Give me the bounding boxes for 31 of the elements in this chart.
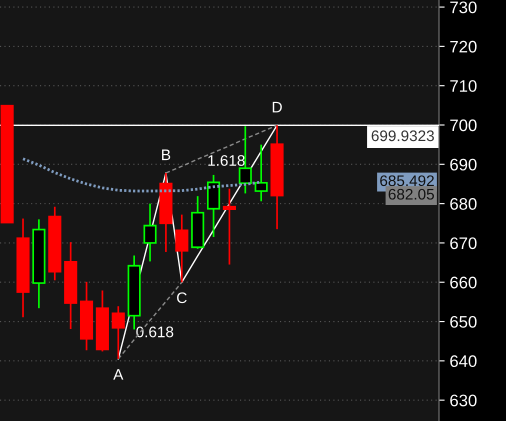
y-tick-label: 720 <box>450 40 477 53</box>
candlestick <box>159 172 172 253</box>
ref-line-label: 699.9323 <box>372 130 434 142</box>
candlestick <box>143 202 157 262</box>
y-tick-label: 650 <box>450 316 477 328</box>
candlestick <box>254 144 268 202</box>
annotation: C <box>177 292 187 304</box>
annotation: 1.618 <box>208 155 245 166</box>
y-tick-label: 640 <box>450 355 477 368</box>
candlestick <box>206 174 220 238</box>
y-tick-label: 730 <box>450 1 477 14</box>
y-tick-label: 710 <box>450 80 477 92</box>
y-tick-label: 690 <box>450 158 477 171</box>
y-tick-label: 660 <box>450 276 477 288</box>
candlestick <box>32 218 46 310</box>
candlestick <box>16 218 30 318</box>
candlestick <box>64 241 78 330</box>
candlestick <box>270 124 284 230</box>
annotation: D <box>272 102 282 112</box>
candlestick <box>80 281 94 352</box>
y-tick-label: 700 <box>450 119 477 132</box>
y-tick-label: 680 <box>450 198 477 210</box>
y-tick-label: 630 <box>450 394 477 406</box>
annotation: B <box>162 150 170 160</box>
candlestick <box>175 214 188 284</box>
candlestick <box>222 188 236 266</box>
text: 685.492 <box>380 175 434 186</box>
y-tick-label: 670 <box>450 237 477 250</box>
annotation: 0.618 <box>136 326 174 338</box>
annotation: A <box>113 369 124 380</box>
text: 682.05 <box>388 188 434 200</box>
